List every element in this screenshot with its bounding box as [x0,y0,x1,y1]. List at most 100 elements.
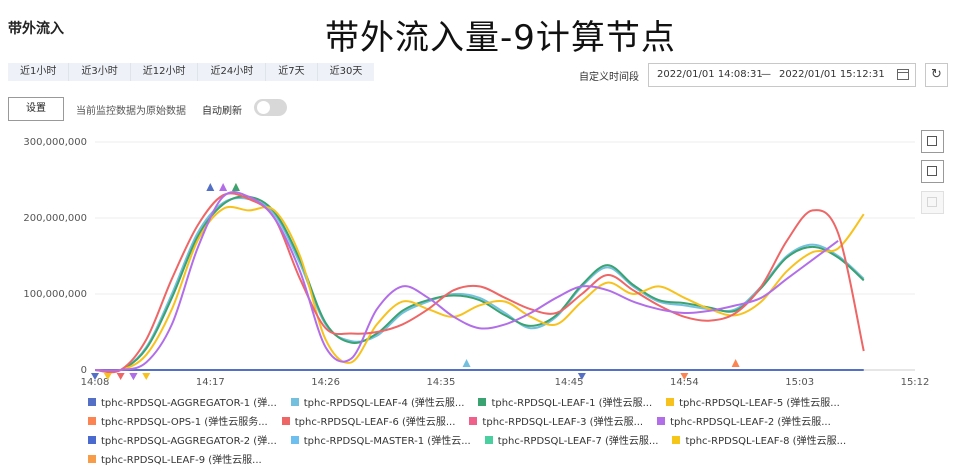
legend-label: tphc-RPDSQL-LEAF-9 (弹性云服... [101,455,262,466]
legend-swatch [88,397,96,406]
legend-swatch [290,397,299,406]
range-1h-button[interactable]: 近1小时 [8,63,70,81]
x-tick-label: 14:08 [81,377,110,388]
y-tick-label: 100,000,000 [23,289,87,300]
auto-refresh-toggle[interactable] [254,99,287,116]
x-tick-label: 14:26 [311,377,340,388]
time-range-selector: 近1小时 近3小时 近12小时 近24小时 近7天 近30天 [8,63,375,81]
legend-item[interactable]: tphc-RPDSQL-LEAF-8 (弹性云服... [672,430,846,449]
legend-item[interactable]: tphc-RPDSQL-MASTER-1 (弹性云... [290,430,471,449]
x-tick-label: 14:45 [555,377,584,388]
anomaly-marker [462,359,471,367]
section-title: 带外流入 [8,21,64,37]
y-tick-label: 300,000,000 [23,137,87,148]
legend-swatch [469,416,478,425]
x-tick-label: 15:12 [901,377,930,388]
range-3h-button[interactable]: 近3小时 [69,63,131,81]
legend-label: tphc-RPDSQL-OPS-1 (弹性云服务... [101,417,268,428]
zoom-back-icon[interactable] [921,160,944,183]
legend-label: tphc-RPDSQL-LEAF-8 (弹性云服... [685,436,847,447]
zoom-in-glyph [927,136,937,146]
anomaly-marker [116,373,125,380]
y-tick-label: 0 [81,365,87,376]
legend-label: tphc-RPDSQL-LEAF-1 (弹性云服... [491,398,653,409]
anomaly-marker [680,373,689,380]
series-line [94,192,865,374]
auto-refresh-label: 自动刷新 [202,106,242,117]
anomaly-marker [231,183,240,191]
legend-label: tphc-RPDSQL-LEAF-3 (弹性云服... [482,417,644,428]
legend-swatch [88,416,96,425]
legend-item[interactable]: tphc-RPDSQL-OPS-1 (弹性云服务... [88,411,268,430]
range-24h-button[interactable]: 近24小时 [198,63,267,81]
legend-swatch [88,454,96,463]
legend-label: tphc-RPDSQL-AGGREGATOR-2 (弹... [101,436,277,447]
legend-label: tphc-RPDSQL-LEAF-5 (弹性云服... [679,398,840,409]
zoom-reset-glyph [927,197,937,207]
legend-row: tphc-RPDSQL-AGGREGATOR-2 (弹... tphc-RPDSQ… [88,430,928,449]
legend-swatch [666,397,675,406]
x-tick-label: 14:35 [427,377,456,388]
legend-label: tphc-RPDSQL-LEAF-6 (弹性云服... [294,417,456,428]
legend-item[interactable]: tphc-RPDSQL-LEAF-2 (弹性云服... [657,411,831,430]
calendar-icon[interactable] [897,69,909,80]
series-line [94,195,865,373]
legend-item[interactable]: tphc-RPDSQL-AGGREGATOR-1 (弹... [88,392,277,411]
legend-item[interactable]: tphc-RPDSQL-LEAF-4 (弹性云服... [290,392,465,411]
legend-row: tphc-RPDSQL-OPS-1 (弹性云服务... tphc-RPDSQL-L… [88,411,928,430]
legend-item[interactable]: tphc-RPDSQL-LEAF-3 (弹性云服... [469,411,643,430]
end-date[interactable]: 2022/01/01 15:12:31 [779,69,885,80]
line-chart[interactable]: 0 100,000,000 200,000,000 300,000,000 14:08 1… [0,128,958,390]
chart-legend: tphc-RPDSQL-AGGREGATOR-1 (弹... tphc-RPDSQ… [88,392,928,468]
refresh-button[interactable]: ↻ [925,63,948,87]
date-separator: — [761,69,771,80]
start-date[interactable]: 2022/01/01 14:08:31 [657,69,763,80]
legend-item[interactable]: tphc-RPDSQL-LEAF-5 (弹性云服... [666,392,840,411]
zoom-back-glyph [927,166,937,176]
anomaly-marker [91,373,99,380]
legend-item[interactable]: tphc-RPDSQL-LEAF-9 (弹性云服... [88,449,262,468]
legend-item[interactable]: tphc-RPDSQL-LEAF-1 (弹性云服... [478,392,652,411]
anomaly-marker [577,373,586,380]
legend-row: tphc-RPDSQL-AGGREGATOR-1 (弹... tphc-RPDSQ… [88,392,928,411]
legend-label: tphc-RPDSQL-LEAF-2 (弹性云服... [670,417,831,428]
series-line [94,191,839,372]
anomaly-marker [142,373,151,380]
anomaly-marker [129,373,138,380]
anomaly-marker [219,183,228,191]
toggle-knob [257,101,270,114]
legend-row: tphc-RPDSQL-LEAF-9 (弹性云服... [88,449,928,468]
legend-label: tphc-RPDSQL-LEAF-4 (弹性云服... [303,398,465,409]
anomaly-marker [103,373,112,380]
series-line [94,205,865,373]
legend-swatch [290,435,299,444]
legend-label: tphc-RPDSQL-MASTER-1 (弹性云... [303,436,471,447]
series-line [94,196,865,373]
legend-swatch [281,416,290,425]
anomaly-marker [206,183,215,191]
date-range-input[interactable]: 2022/01/01 14:08:31 — 2022/01/01 15:12:3… [648,63,916,87]
legend-swatch [657,416,666,425]
legend-swatch [672,435,681,444]
legend-item[interactable]: tphc-RPDSQL-AGGREGATOR-2 (弹... [88,430,277,449]
legend-item[interactable]: tphc-RPDSQL-LEAF-6 (弹性云服... [281,411,456,430]
zoom-in-icon[interactable] [921,130,944,153]
x-tick-label: 14:54 [670,377,699,388]
x-tick-label: 15:03 [785,377,814,388]
anomaly-marker [731,359,740,367]
y-tick-label: 200,000,000 [23,213,87,224]
zoom-reset-icon [921,191,944,214]
custom-range-label: 自定义时间段 [579,72,639,83]
legend-swatch [478,397,487,406]
chart-title: 带外流入量-9计算节点 [325,18,676,58]
range-12h-button[interactable]: 近12小时 [131,63,199,81]
legend-item[interactable]: tphc-RPDSQL-LEAF-7 (弹性云服... [484,430,658,449]
data-source-note: 当前监控数据为原始数据 [76,106,186,117]
legend-label: tphc-RPDSQL-AGGREGATOR-1 (弹... [101,398,277,409]
x-tick-label: 14:17 [196,377,225,388]
range-30d-button[interactable]: 近30天 [329,66,363,77]
legend-swatch [484,435,493,444]
legend-swatch [88,435,96,444]
settings-button[interactable]: 设置 [8,97,64,121]
range-7d-button[interactable]: 近7天 [266,63,318,81]
